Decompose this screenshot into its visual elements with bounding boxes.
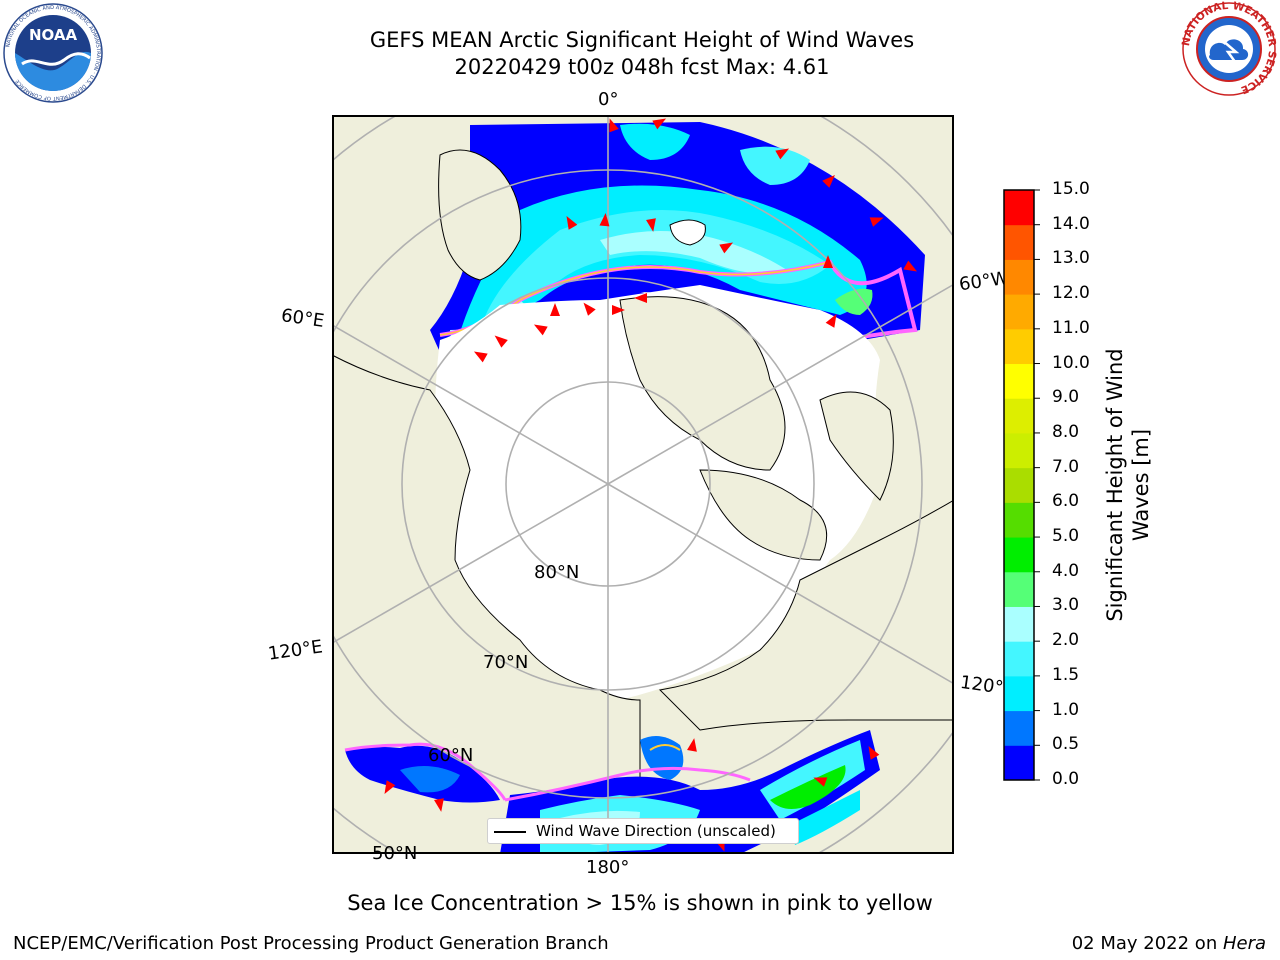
colorbar-tick-label: 0.0 xyxy=(1052,769,1080,789)
footer-host: Hera xyxy=(1222,933,1266,954)
wave-arrow xyxy=(869,217,884,227)
colorbar-label: Significant Height of Wind Waves [m] xyxy=(1103,348,1153,622)
canadian-archipelago-land xyxy=(699,469,828,561)
nws-logo: NATIONAL WEATHER SERVICE xyxy=(1180,0,1278,96)
chart-subtitle: 20220429 t00z 048h fcst Max: 4.61 xyxy=(454,55,830,79)
graticule xyxy=(332,115,954,854)
chart-title: GEFS MEAN Arctic Significant Height of W… xyxy=(369,28,915,52)
lon-label-60e: 60°E xyxy=(279,305,326,332)
lat-label-70: 70°N xyxy=(483,652,529,673)
colorbar-bin xyxy=(1004,675,1034,712)
legend-line-swatch xyxy=(494,831,526,833)
wave-arrow xyxy=(634,293,647,303)
colorbar-tick-label: 14.0 xyxy=(1052,213,1090,234)
colorbar-bin xyxy=(1004,606,1034,642)
colorbar-bin xyxy=(1004,502,1034,538)
colorbar-bin xyxy=(1004,467,1034,503)
colorbar-bin xyxy=(1004,537,1034,573)
colorbar-bin xyxy=(1004,745,1034,781)
colorbar-tick-label: 12.0 xyxy=(1052,283,1090,304)
lon-label-120e: 120°E xyxy=(266,636,324,665)
legend-label: Wind Wave Direction (unscaled) xyxy=(536,822,776,840)
wave-arrow xyxy=(494,335,508,348)
colorbar-tick-label: 7.0 xyxy=(1052,456,1080,477)
sea-ice-footnote: Sea Ice Concentration > 15% is shown in … xyxy=(347,891,933,915)
wave-arrow xyxy=(687,738,697,752)
baffin-land xyxy=(819,391,894,501)
wave-arrow xyxy=(533,324,548,336)
colorbar-tick-label: 8.0 xyxy=(1052,421,1080,442)
ice-edge-bering-inner xyxy=(649,744,681,751)
colorbar-bin xyxy=(1004,224,1034,260)
colorbar-tick-label: 11.0 xyxy=(1052,317,1090,338)
wave-arrow xyxy=(825,313,837,328)
colorbar-border xyxy=(1003,189,1035,781)
noaa-logo-text: NOAA xyxy=(29,26,78,44)
colorbar-bin xyxy=(1004,328,1034,365)
colorbar-bin xyxy=(1004,363,1034,399)
lon-label-0: 0° xyxy=(598,89,619,110)
colorbar-bin xyxy=(1004,571,1034,607)
footer-credit: NCEP/EMC/Verification Post Processing Pr… xyxy=(13,933,609,954)
colorbar-tick-label: 9.0 xyxy=(1052,387,1080,408)
map-canvas xyxy=(332,115,954,854)
wave-arrow xyxy=(599,213,610,227)
meridian-120w xyxy=(607,483,954,685)
wave-arrow xyxy=(823,255,833,268)
lon-label-180: 180° xyxy=(586,857,630,878)
wave-arrow xyxy=(609,118,619,133)
meridian-60w xyxy=(607,283,954,485)
alaska-land xyxy=(658,499,954,731)
colorbar-tick-label: 10.0 xyxy=(1052,352,1090,373)
noaa-logo: NOAA NATIONAL OCEANIC AND ATMOSPHERIC AD… xyxy=(3,3,103,103)
colorbar xyxy=(1003,189,1040,781)
meridian-60e xyxy=(332,323,609,485)
colorbar-bin xyxy=(1004,432,1034,469)
colorbar-tick-label: 2.0 xyxy=(1052,630,1080,651)
greenland-land xyxy=(619,296,786,471)
colorbar-tick-label: 4.0 xyxy=(1052,560,1080,581)
wave-arrow xyxy=(583,302,596,316)
lat-label-50: 50°N xyxy=(372,843,418,864)
colorbar-tick-label: 6.0 xyxy=(1052,491,1080,512)
footer-date: 02 May 2022 on Hera xyxy=(1072,933,1266,954)
meridian-120e xyxy=(332,483,609,645)
wave-arrow xyxy=(822,175,835,188)
wave-arrow xyxy=(550,303,560,316)
colorbar-tick-label: 13.0 xyxy=(1052,248,1090,269)
colorbar-tick-label: 3.0 xyxy=(1052,595,1080,616)
map-panel[interactable] xyxy=(332,115,954,854)
map-legend: Wind Wave Direction (unscaled) xyxy=(487,818,799,844)
colorbar-tick-label: 1.5 xyxy=(1052,664,1080,685)
wave-arrow xyxy=(473,351,488,363)
lat-label-60: 60°N xyxy=(428,745,474,766)
wave-arrow xyxy=(868,745,880,760)
wave-arrow xyxy=(903,260,918,272)
colorbar-tick-label: 5.0 xyxy=(1052,526,1080,547)
wave-arrow xyxy=(612,305,625,315)
map-border xyxy=(332,115,954,854)
wave-arrow xyxy=(719,242,734,254)
colorbar-bin xyxy=(1004,259,1034,295)
colorbar-bin xyxy=(1004,641,1034,677)
footer-date-text: 02 May 2022 on xyxy=(1071,933,1223,954)
wave-arrow xyxy=(434,798,444,812)
wave-arrow xyxy=(384,780,396,795)
wave-arrow xyxy=(813,777,828,787)
wave-arrow xyxy=(652,118,667,130)
lat-label-80: 80°N xyxy=(534,562,580,583)
colorbar-bin xyxy=(1004,710,1034,746)
colorbar-bin xyxy=(1004,398,1034,434)
scandinavia-land xyxy=(438,149,522,281)
wave-arrow xyxy=(775,148,790,160)
colorbar-tick-label: 0.5 xyxy=(1052,734,1080,755)
wave-direction-arrows xyxy=(384,118,918,852)
wave-arrow xyxy=(566,215,578,230)
iceland-land xyxy=(669,219,706,246)
colorbar-tick-label: 15.0 xyxy=(1052,179,1090,199)
wave-arrow xyxy=(646,218,656,232)
colorbar-tick-label: 1.0 xyxy=(1052,699,1080,720)
colorbar-bin xyxy=(1004,294,1034,330)
colorbar-bin xyxy=(1004,190,1034,226)
